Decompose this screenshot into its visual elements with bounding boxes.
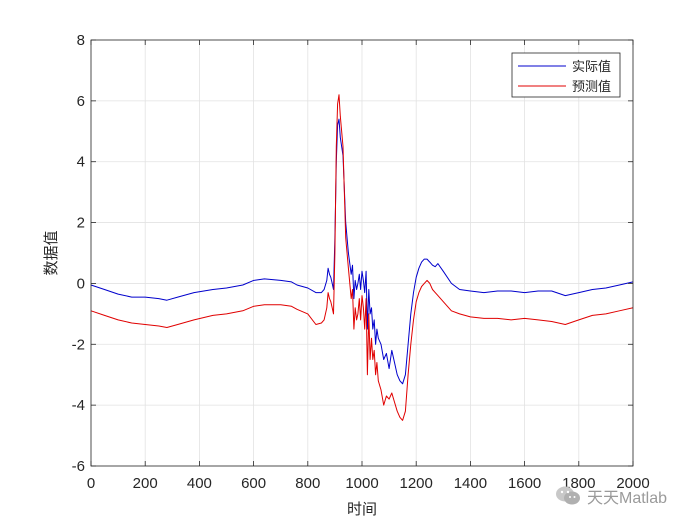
series-layer bbox=[90, 94, 634, 421]
y-tick-label: 4 bbox=[77, 154, 85, 171]
x-tick-label: 1200 bbox=[400, 475, 433, 492]
x-axis-label: 时间 bbox=[347, 500, 377, 518]
legend-box bbox=[511, 52, 621, 98]
watermark: 天天Matlab bbox=[555, 484, 667, 508]
legend: 实际值 预测值 bbox=[511, 52, 621, 98]
y-tick-label: 8 bbox=[77, 32, 85, 49]
x-tick-label: 400 bbox=[187, 475, 212, 492]
y-axis-label: 数据值 bbox=[42, 230, 60, 275]
tick-labels: 0 200 400 600 800 1000 1200 1400 1600 1800 2000 -6 -… bbox=[72, 32, 650, 492]
series-line-1 bbox=[90, 94, 634, 421]
x-tick-label: 200 bbox=[133, 475, 158, 492]
x-tick-label: 0 bbox=[87, 475, 95, 492]
legend-label-predicted: 预测值 bbox=[572, 79, 611, 95]
y-tick-label: -6 bbox=[72, 458, 85, 475]
x-tick-label: 1400 bbox=[454, 475, 487, 492]
x-tick-label: 2000 bbox=[616, 475, 649, 492]
y-tick-label: 2 bbox=[77, 215, 85, 232]
wechat-icon bbox=[556, 486, 580, 505]
watermark-text: 天天Matlab bbox=[587, 490, 668, 507]
y-tick-label: -2 bbox=[72, 336, 85, 353]
legend-label-actual: 实际值 bbox=[572, 59, 611, 75]
y-tick-label: -4 bbox=[72, 397, 85, 414]
x-tick-label: 1600 bbox=[508, 475, 541, 492]
series-line-0 bbox=[90, 118, 634, 385]
y-tick-label: 6 bbox=[77, 93, 85, 110]
x-tick-label: 600 bbox=[241, 475, 266, 492]
x-tick-label: 1800 bbox=[562, 475, 595, 492]
x-tick-label: 800 bbox=[295, 475, 320, 492]
y-tick-label: 0 bbox=[77, 275, 85, 292]
x-tick-label: 1000 bbox=[345, 475, 378, 492]
